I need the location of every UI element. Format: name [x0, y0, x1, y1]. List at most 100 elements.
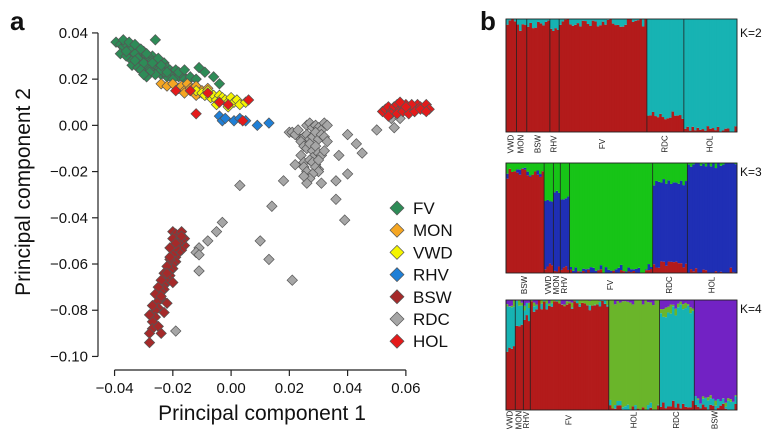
admixture-bar [551, 163, 554, 202]
admixture-bar [604, 267, 608, 273]
admixture-bar [709, 128, 713, 132]
admixture-bar [662, 402, 665, 410]
admixture-bar [602, 163, 606, 273]
point-rdc [339, 214, 351, 226]
admixture-bar [531, 28, 535, 132]
point-fv [207, 71, 220, 83]
admixture-bar [682, 185, 686, 268]
point-rdc [202, 235, 214, 247]
admixture-bar [573, 300, 577, 302]
admixture-bar [511, 19, 515, 132]
admixture-bar [688, 130, 692, 132]
admixture-bar [641, 300, 645, 305]
admixture-bar [554, 28, 558, 133]
admixture-bar [647, 163, 651, 265]
admixture-bar [513, 171, 517, 273]
admixture-bar [599, 269, 603, 273]
admixture-bar [724, 19, 728, 129]
admixture-bar [611, 408, 615, 410]
admixture-bar [568, 301, 572, 304]
admixture-bar [637, 163, 641, 268]
admixture-bar [517, 300, 522, 306]
admixture-bar [618, 400, 622, 406]
group-label: BSW [533, 134, 542, 153]
admixture-bar [701, 129, 705, 132]
panel-a-label: a [10, 6, 25, 36]
group-label: BSW [711, 410, 720, 429]
admixture-bar [611, 23, 615, 132]
k-label: K=4 [740, 302, 762, 316]
admixture-bar [521, 19, 525, 25]
admixture-bar [530, 300, 534, 302]
admixture-bar [645, 270, 649, 273]
admixture-bar [515, 325, 519, 410]
admixture-bar [676, 403, 680, 410]
point-bsw [170, 237, 182, 249]
admixture-bar [512, 300, 516, 307]
admixture-bar [704, 270, 708, 273]
admixture-bar [587, 269, 591, 273]
admixture-bar [651, 300, 655, 306]
admixture-bar [727, 163, 730, 273]
y-tick-label: −0.06 [50, 256, 88, 273]
admixture-bar [681, 118, 685, 132]
admixture-bar [516, 169, 520, 173]
admixture-bar [687, 164, 691, 273]
admixture-bar [545, 300, 549, 304]
admixture-bar [576, 23, 580, 132]
admixture-bar [734, 126, 738, 132]
admixture-bar [650, 163, 654, 267]
admixture-bar [709, 166, 713, 273]
admixture-bar [539, 176, 542, 273]
admixture-bar [524, 19, 528, 26]
admixture-bar [575, 303, 579, 410]
point-hol [382, 110, 395, 122]
admixture-bar [691, 300, 695, 309]
admixture-bar [616, 300, 620, 401]
admixture-bar [684, 263, 688, 273]
admixture-bar [646, 115, 650, 132]
admixture-bar [652, 264, 656, 273]
admixture-bar [550, 300, 554, 304]
admixture-bar [726, 128, 730, 132]
admixture-bar [657, 300, 661, 405]
admixture-bar [662, 316, 665, 403]
admixture-bar [684, 181, 688, 264]
point-rdc [333, 149, 345, 162]
admixture-bar [558, 303, 562, 410]
admixture-bar [694, 268, 698, 273]
admixture-bar [539, 174, 542, 177]
admixture-bar [555, 300, 559, 302]
admixture-bar [583, 303, 587, 410]
point-fv [149, 34, 162, 46]
admixture-bar [709, 163, 713, 167]
admixture-bar [597, 163, 601, 270]
admixture-bar [649, 302, 653, 403]
point-hol [414, 103, 427, 115]
admixture-k3: BSW VWD MON RHV FV RDC HOL K=3 [505, 162, 762, 294]
point-hol [184, 85, 196, 97]
admixture-bar [570, 300, 574, 303]
admixture-bar [598, 300, 602, 303]
admixture-bar [560, 163, 563, 200]
admixture-bar [527, 307, 531, 322]
point-fv [129, 54, 141, 67]
admixture-bar [604, 163, 608, 268]
admixture-bar [650, 268, 654, 273]
admixture-bar [636, 19, 640, 21]
admixture-bar [734, 300, 738, 396]
admixture-bar [539, 163, 542, 175]
admixture-bar [570, 302, 574, 308]
admixture-bar [579, 26, 583, 132]
admixture-bar [686, 407, 690, 410]
admixture-bar [706, 397, 710, 401]
admixture-bar [659, 19, 663, 114]
admixture-bar [616, 400, 620, 406]
point-bsw [161, 267, 173, 279]
admixture-bar [542, 25, 546, 132]
point-rhv [263, 117, 275, 129]
admixture-bar [617, 267, 621, 273]
admixture-bar [681, 19, 685, 119]
